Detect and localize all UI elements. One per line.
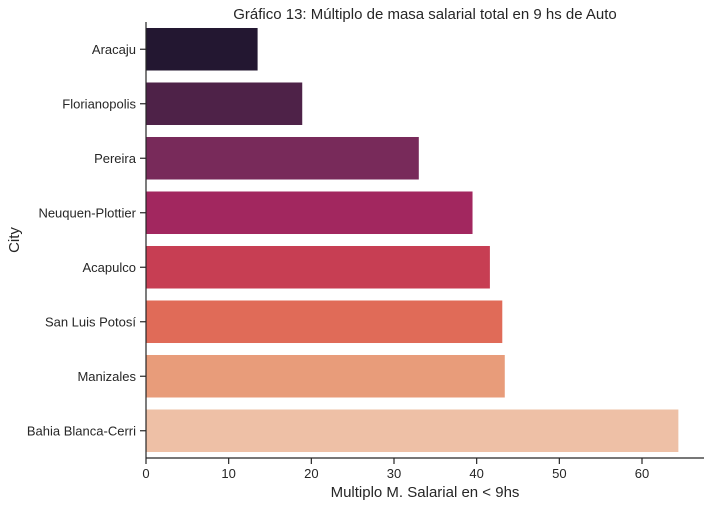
chart-title: Gráfico 13: Múltiplo de masa salarial to… xyxy=(233,6,617,23)
y-tick-label: Florianopolis xyxy=(62,96,136,111)
x-tick-label: 60 xyxy=(635,466,649,481)
y-tick-label: Bahia Blanca-Cerri xyxy=(27,423,136,438)
x-tick-label: 40 xyxy=(469,466,483,481)
bar-neuquen-plottier xyxy=(146,191,473,235)
bar-acapulco xyxy=(146,245,490,289)
x-tick-label: 50 xyxy=(552,466,566,481)
x-axis-label: Multiplo M. Salarial en < 9hs xyxy=(331,484,520,501)
bars-group xyxy=(146,27,679,453)
bar-florianopolis xyxy=(146,82,303,126)
x-tick-label: 20 xyxy=(304,466,318,481)
x-tick-label: 30 xyxy=(387,466,401,481)
bar-aracaju xyxy=(146,27,258,71)
bar-manizales xyxy=(146,354,505,398)
y-tick-label: Neuquen-Plottier xyxy=(38,205,136,220)
bar-pereira xyxy=(146,136,419,180)
x-tick-label: 10 xyxy=(221,466,235,481)
x-ticks: 0 10 20 30 40 50 60 xyxy=(142,458,649,481)
x-tick-label: 0 xyxy=(142,466,149,481)
bar-bahia-blanca-cerri xyxy=(146,409,679,453)
bar-san-luis-potos- xyxy=(146,300,503,344)
y-axis-label: City xyxy=(6,227,23,253)
y-tick-label: Aracaju xyxy=(92,42,136,57)
y-ticks xyxy=(140,48,146,432)
y-tick-label: San Luis Potosí xyxy=(45,314,136,329)
y-tick-label: Acapulco xyxy=(83,260,136,275)
y-tick-labels: Aracaju Florianopolis Pereira Neuquen-Plott… xyxy=(27,42,137,439)
y-tick-label: Pereira xyxy=(94,151,137,166)
y-tick-label: Manizales xyxy=(77,369,136,384)
